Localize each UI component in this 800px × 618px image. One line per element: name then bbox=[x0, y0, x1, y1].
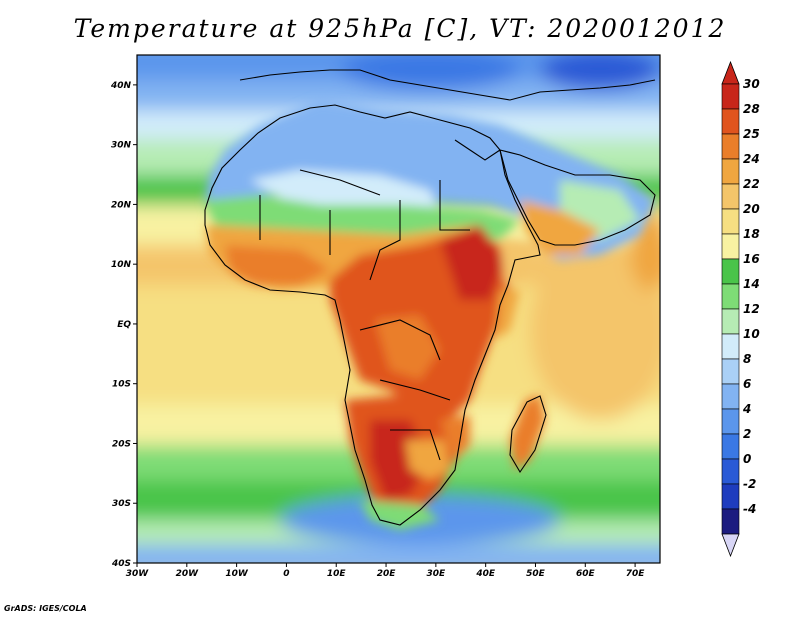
colorbar-label: 24 bbox=[743, 152, 760, 166]
map-axes: 30W 20W 10W 0 10E 20E 30E 40E 50E 60E 70E 40N 30N 20N… bbox=[110, 81, 645, 579]
grads-credit: GrADS: IGES/COLA bbox=[4, 604, 87, 613]
colorbar-label: 30 bbox=[743, 77, 760, 91]
temperature-field bbox=[137, 55, 660, 563]
y-tick-label: 30N bbox=[111, 141, 132, 151]
y-tick-label: EQ bbox=[117, 320, 131, 330]
colorbar-segment bbox=[721, 433, 740, 460]
colorbar-segment bbox=[721, 383, 740, 410]
colorbar-segment bbox=[721, 108, 740, 135]
y-tick-label: 30S bbox=[112, 499, 131, 509]
colorbar-label: 12 bbox=[743, 302, 760, 316]
colorbar-label: 20 bbox=[743, 202, 760, 216]
y-tick-label: 10N bbox=[111, 260, 132, 270]
colorbar-label: 0 bbox=[743, 452, 751, 466]
colorbar-segment bbox=[721, 283, 740, 310]
colorbar-label: -4 bbox=[743, 502, 756, 516]
y-tick-label: 10S bbox=[112, 380, 131, 390]
x-tick-label: 50E bbox=[526, 569, 546, 579]
colorbar-label: 18 bbox=[743, 227, 760, 241]
colorbar-segment bbox=[721, 158, 740, 185]
x-tick-label: 10W bbox=[225, 569, 249, 579]
x-tick-label: 10E bbox=[327, 569, 347, 579]
x-tick-label: 30E bbox=[427, 569, 447, 579]
colorbar-segment bbox=[721, 83, 740, 110]
colorbar-segment bbox=[721, 408, 740, 435]
x-tick-label: 70E bbox=[626, 569, 646, 579]
map-title: Temperature at 925hPa [C], VT: 202001201… bbox=[73, 14, 727, 43]
colorbar-label: 14 bbox=[743, 277, 760, 291]
colorbar-segment bbox=[721, 258, 740, 285]
colorbar-segment bbox=[721, 208, 740, 235]
y-tick-label: 20S bbox=[112, 439, 131, 449]
colorbar-segment bbox=[721, 233, 740, 260]
colorbar-label: 10 bbox=[743, 327, 760, 341]
colorbar-label: 8 bbox=[743, 352, 751, 366]
colorbar-segment bbox=[721, 458, 740, 485]
colorbar-label: 16 bbox=[743, 252, 760, 266]
colorbar-label: 6 bbox=[743, 377, 751, 391]
x-tick-label: 60E bbox=[576, 569, 596, 579]
x-tick-label: 20E bbox=[377, 569, 397, 579]
colorbar-segment bbox=[721, 508, 740, 535]
colorbar-segment bbox=[721, 483, 740, 510]
x-tick-label: 20W bbox=[176, 569, 200, 579]
plot-frame bbox=[136, 54, 661, 564]
colorbar-segment bbox=[721, 333, 740, 360]
x-tick-label: 40E bbox=[475, 569, 496, 579]
x-tick-label: 0 bbox=[283, 569, 289, 579]
colorbar-segment bbox=[721, 358, 740, 385]
y-tick-label: 20N bbox=[111, 200, 132, 210]
y-tick-label: 40N bbox=[110, 81, 132, 91]
colorbar-label: 25 bbox=[743, 127, 760, 141]
colorbar-segment bbox=[721, 183, 740, 210]
colorbar-label: 4 bbox=[742, 402, 751, 416]
colorbar-segment bbox=[721, 133, 740, 160]
coastlines bbox=[204, 69, 656, 526]
colorbar-max-arrow bbox=[721, 60, 740, 85]
colorbar-label: 28 bbox=[743, 102, 760, 116]
colorbar-segment bbox=[721, 308, 740, 335]
colorbar-label: 22 bbox=[743, 177, 760, 191]
colorbar-label: -2 bbox=[743, 477, 756, 491]
y-tick-label: 40S bbox=[111, 559, 131, 569]
colorbar-min-arrow bbox=[721, 533, 740, 558]
colorbar-label: 2 bbox=[743, 427, 751, 441]
x-tick-label: 30W bbox=[126, 569, 150, 579]
